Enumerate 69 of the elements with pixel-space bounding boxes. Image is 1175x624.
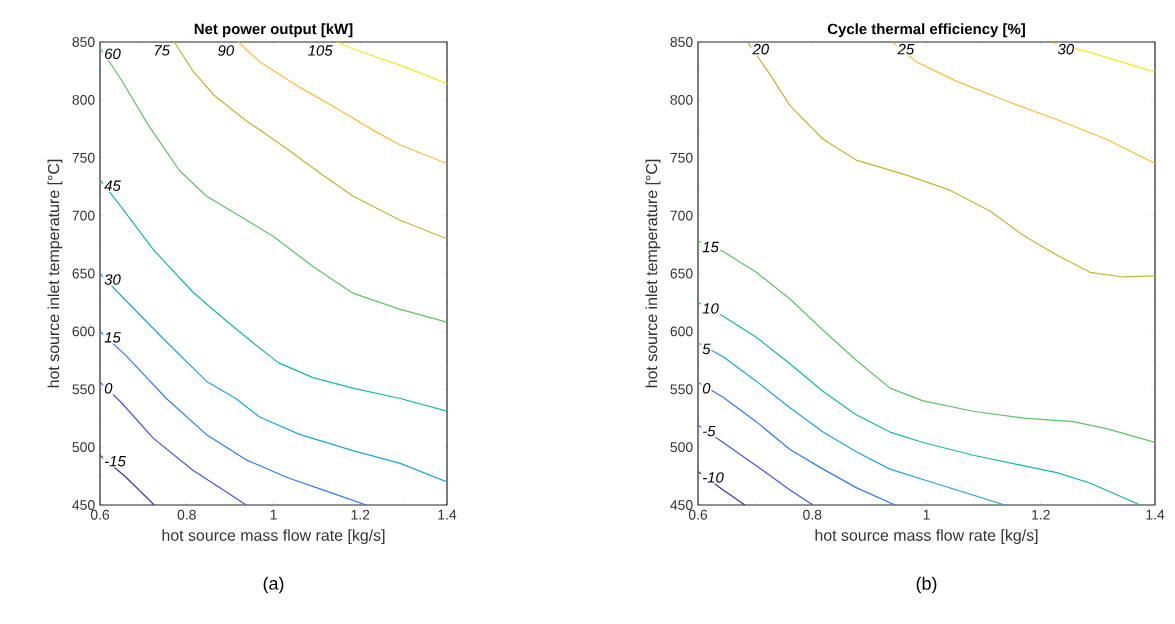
y-tick-label: 650: [72, 268, 95, 279]
line-series: [698, 342, 1006, 505]
line-series: [698, 240, 1155, 444]
line-series: [892, 42, 1155, 165]
series-label: -5: [702, 425, 716, 437]
line-series: [173, 41, 447, 240]
series-label: 15: [104, 332, 121, 343]
y-tick-label: 800: [670, 94, 693, 105]
x-axis-title: hot source mass flow rate [kg/s]: [815, 529, 1038, 545]
series-label: 20: [752, 43, 769, 55]
y-tick-label: 550: [72, 384, 95, 395]
series-label: -15: [104, 456, 126, 467]
series-label: 45: [104, 180, 121, 191]
chart-title: Net power output [kW]: [194, 23, 353, 38]
series-label: -10: [702, 472, 724, 483]
series-label: 25: [897, 43, 915, 55]
y-tick-label: 450: [72, 500, 95, 510]
series-label: 105: [308, 45, 333, 56]
series-label: 10: [702, 303, 719, 314]
x-tick-label: 1.4: [1146, 509, 1165, 520]
series-label: 5: [702, 343, 711, 355]
y-axis-title: hot source inlet temperature [°C]: [47, 159, 63, 388]
series-label: 30: [1057, 43, 1075, 55]
line-series: [698, 381, 896, 505]
y-tick-label: 800: [72, 94, 95, 105]
series-label: 60: [105, 48, 121, 60]
series-label: 0: [104, 383, 113, 394]
x-tick-label: 1.2: [351, 509, 370, 520]
line-series: [747, 42, 1155, 278]
series-label: 90: [218, 45, 235, 56]
chart-title: Cycle thermal efficiency [%]: [827, 23, 1025, 38]
line-series: [100, 179, 447, 412]
text: (a): [263, 576, 284, 594]
y-axis-title: hot source inlet temperature [°C]: [645, 159, 661, 388]
x-tick-label: 1.4: [438, 509, 457, 520]
y-tick-label: 650: [670, 268, 693, 279]
line-series: [100, 330, 367, 505]
x-tick-label: 1: [923, 509, 930, 520]
y-tick-label: 750: [670, 152, 693, 163]
line-series: [100, 272, 447, 483]
y-tick-label: 850: [72, 37, 95, 47]
series-label: 30: [104, 274, 121, 285]
y-tick-label: 550: [670, 384, 693, 395]
x-tick-label: 0.8: [177, 509, 196, 520]
x-tick-label: 1.2: [1032, 509, 1050, 520]
x-tick-label: 1: [270, 509, 277, 520]
x-tick-label: 0.8: [803, 509, 822, 520]
x-axis-title: hot source mass flow rate [kg/s]: [162, 529, 385, 545]
y-tick-label: 500: [670, 442, 693, 453]
line-series: [100, 381, 247, 505]
x-tick-label: 0.6: [90, 509, 110, 520]
y-tick-label: 500: [72, 442, 95, 453]
line-series: [100, 47, 447, 323]
line-series: [336, 41, 447, 85]
series-label: 15: [702, 241, 719, 253]
y-tick-label: 600: [670, 326, 693, 337]
y-tick-label: 700: [72, 210, 95, 221]
y-tick-label: 850: [670, 37, 693, 47]
line-series: [237, 41, 447, 165]
y-tick-label: 600: [72, 326, 95, 337]
series-label: 75: [154, 45, 171, 56]
text: (b): [916, 576, 937, 594]
line-series: [698, 301, 1141, 505]
series-label: 0: [702, 383, 711, 394]
x-tick-label: 0.6: [688, 509, 708, 520]
y-tick-label: 450: [670, 500, 693, 510]
y-tick-label: 750: [72, 152, 95, 163]
line-series: [698, 424, 814, 505]
y-tick-label: 700: [670, 210, 693, 221]
